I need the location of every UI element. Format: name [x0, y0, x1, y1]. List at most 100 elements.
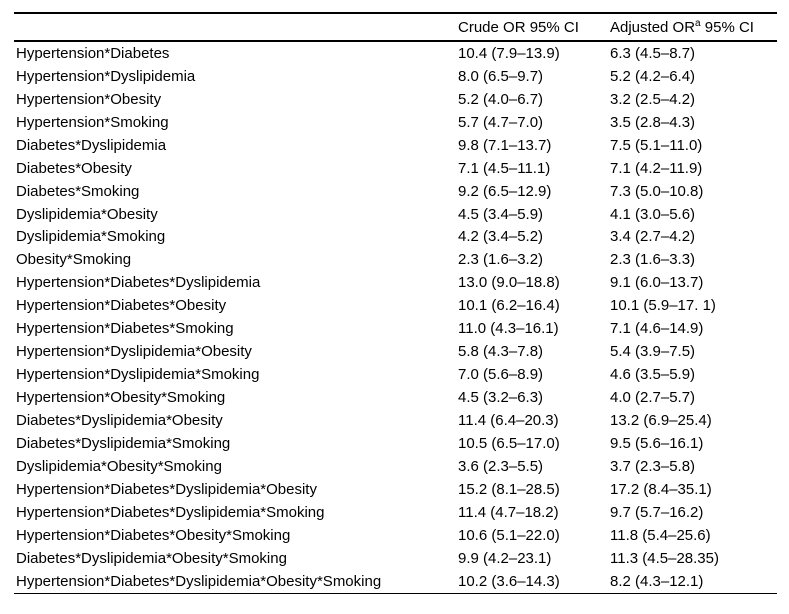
- crude-or-value: 15.2 (8.1–28.5): [458, 480, 560, 498]
- risk-factor-combination-label: Hypertension*Obesity: [16, 90, 162, 108]
- table-row: Hypertension*Diabetes*Obesity*Smoking 10.…: [14, 524, 777, 547]
- table-row: Diabetes*Dyslipidemia 9.8 (7.1–13.7) 7.5 (…: [14, 134, 777, 157]
- table-row: Diabetes*Dyslipidemia*Obesity 11.4 (6.4–2…: [14, 409, 777, 432]
- risk-factor-combination-label: Hypertension*Dyslipidemia*Obesity: [16, 343, 252, 361]
- table-row: Hypertension*Diabetes*Dyslipidemia 13.0 (…: [14, 271, 777, 294]
- crude-or-value: 10.2 (3.6–14.3): [458, 572, 560, 590]
- odds-ratio-table: Crude OR 95% CI Adjusted ORa 95% CI Hype…: [14, 12, 777, 594]
- table-row: Hypertension*Diabetes 10.4 (7.9–13.9) 6.3 …: [14, 41, 777, 65]
- table-row: Hypertension*Diabetes*Dyslipidemia*Obesi…: [14, 478, 777, 501]
- adjusted-or-value: 10.1 (5.9–17. 1): [610, 297, 716, 315]
- risk-factor-combination-label: Hypertension*Diabetes*Obesity*Smoking: [16, 526, 291, 544]
- table-row: Hypertension*Diabetes*Dyslipidemia*Smoki…: [14, 501, 777, 524]
- adjusted-or-value: 3.2 (2.5–4.2): [610, 90, 696, 108]
- crude-or-value: 9.9 (4.2–23.1): [458, 549, 552, 567]
- crude-or-value: 9.2 (6.5–12.9): [458, 182, 552, 200]
- risk-factor-combination-label: Dyslipidemia*Obesity*Smoking: [16, 457, 222, 475]
- adjusted-or-value: 8.2 (4.3–12.1): [610, 572, 704, 590]
- risk-factor-combination-label: Hypertension*Diabetes: [16, 44, 170, 62]
- risk-factor-combination-label: Hypertension*Diabetes*Dyslipidemia: [16, 274, 261, 292]
- adjusted-or-value: 5.4 (3.9–7.5): [610, 343, 696, 361]
- crude-or-value: 7.1 (4.5–11.1): [458, 159, 551, 177]
- table-row: Hypertension*Diabetes*Smoking 11.0 (4.3–1…: [14, 317, 777, 340]
- risk-factor-combination-label: Dyslipidemia*Obesity: [16, 205, 158, 223]
- table-row: Dyslipidemia*Smoking 4.2 (3.4–5.2) 3.4 (2.…: [14, 226, 777, 249]
- risk-factor-combination-label: Diabetes*Dyslipidemia*Smoking: [16, 434, 231, 452]
- table-row: Obesity*Smoking 2.3 (1.6–3.2) 2.3 (1.6–3.3…: [14, 248, 777, 271]
- adjusted-or-value: 9.7 (5.7–16.2): [610, 503, 704, 521]
- adjusted-or-value: 2.3 (1.6–3.3): [610, 251, 696, 269]
- risk-factor-combination-label: Diabetes*Dyslipidemia*Obesity*Smoking: [16, 549, 287, 567]
- table-row: Hypertension*Smoking 5.7 (4.7–7.0) 3.5 (2.…: [14, 111, 777, 134]
- risk-factor-combination-label: Hypertension*Diabetes*Dyslipidemia*Obesi…: [16, 572, 382, 590]
- risk-factor-combination-label: Hypertension*Diabetes*Obesity: [16, 297, 227, 315]
- risk-factor-combination-label: Diabetes*Dyslipidemia*Obesity: [16, 411, 223, 429]
- table-body: Hypertension*Diabetes 10.4 (7.9–13.9) 6.3 …: [14, 41, 777, 593]
- crude-or-value: 4.5 (3.2–6.3): [458, 389, 544, 407]
- crude-or-value: 8.0 (6.5–9.7): [458, 67, 544, 85]
- crude-or-column-header: Crude OR 95% CI: [458, 13, 610, 42]
- adjusted-or-value: 3.4 (2.7–4.2): [610, 228, 696, 246]
- crude-or-value: 4.5 (3.4–5.9): [458, 205, 544, 223]
- adjusted-or-value: 13.2 (6.9–25.4): [610, 411, 712, 429]
- crude-or-value: 4.2 (3.4–5.2): [458, 228, 544, 246]
- crude-or-value: 10.6 (5.1–22.0): [458, 526, 560, 544]
- crude-or-value: 10.1 (6.2–16.4): [458, 297, 560, 315]
- adjusted-or-value: 9.5 (5.6–16.1): [610, 434, 704, 452]
- risk-factor-combination-label: Hypertension*Dyslipidemia: [16, 67, 196, 85]
- crude-or-value: 10.4 (7.9–13.9): [458, 44, 560, 62]
- risk-factor-combination-label: Diabetes*Obesity: [16, 159, 132, 177]
- adjusted-or-value: 9.1 (6.0–13.7): [610, 274, 704, 292]
- crude-or-value: 3.6 (2.3–5.5): [458, 457, 544, 475]
- adjusted-or-value: 11.8 (5.4–25.6): [610, 526, 711, 544]
- risk-factor-combination-label: Diabetes*Smoking: [16, 182, 140, 200]
- table-row: Hypertension*Obesity 5.2 (4.0–6.7) 3.2 (2.…: [14, 88, 777, 111]
- risk-factor-combination-label: Hypertension*Diabetes*Dyslipidemia*Smoki…: [16, 503, 325, 521]
- risk-factor-combination-label: Hypertension*Dyslipidemia*Smoking: [16, 366, 260, 384]
- adjusted-or-value: 4.1 (3.0–5.6): [610, 205, 696, 223]
- table-row: Diabetes*Obesity 7.1 (4.5–11.1) 7.1 (4.2–1…: [14, 157, 777, 180]
- crude-or-value: 10.5 (6.5–17.0): [458, 434, 560, 452]
- table-row: Hypertension*Dyslipidemia*Smoking 7.0 (5.…: [14, 363, 777, 386]
- table-row: Hypertension*Diabetes*Obesity 10.1 (6.2–1…: [14, 294, 777, 317]
- crude-or-value: 5.7 (4.7–7.0): [458, 113, 544, 131]
- adjusted-or-value: 4.6 (3.5–5.9): [610, 366, 696, 384]
- adjusted-or-column-header: Adjusted ORa 95% CI: [610, 13, 777, 42]
- crude-or-value: 11.4 (6.4–20.3): [458, 411, 559, 429]
- crude-or-value: 9.8 (7.1–13.7): [458, 136, 552, 154]
- factor-column-header: [14, 13, 458, 42]
- table-row: Dyslipidemia*Obesity 4.5 (3.4–5.9) 4.1 (3.…: [14, 203, 777, 226]
- adjusted-or-value: 6.3 (4.5–8.7): [610, 44, 696, 62]
- footnote-marker-a: a: [695, 17, 701, 29]
- risk-factor-combination-label: Dyslipidemia*Smoking: [16, 228, 166, 246]
- adjusted-or-header-text: Adjusted OR: [610, 18, 696, 36]
- table-row: Hypertension*Diabetes*Dyslipidemia*Obesi…: [14, 570, 777, 593]
- adjusted-or-value: 3.5 (2.8–4.3): [610, 113, 696, 131]
- adjusted-or-value: 3.7 (2.3–5.8): [610, 457, 696, 475]
- risk-factor-combination-label: Hypertension*Diabetes*Smoking: [16, 320, 234, 338]
- adjusted-or-header-suffix: 95% CI: [700, 18, 754, 36]
- adjusted-or-value: 4.0 (2.7–5.7): [610, 389, 696, 407]
- table-row: Dyslipidemia*Obesity*Smoking 3.6 (2.3–5.5…: [14, 455, 777, 478]
- crude-or-value: 2.3 (1.6–3.2): [458, 251, 544, 269]
- risk-factor-combination-label: Hypertension*Smoking: [16, 113, 169, 131]
- table-row: Diabetes*Dyslipidemia*Smoking 10.5 (6.5–1…: [14, 432, 777, 455]
- adjusted-or-value: 7.1 (4.6–14.9): [610, 320, 704, 338]
- crude-or-value: 5.2 (4.0–6.7): [458, 90, 544, 108]
- crude-or-value: 11.0 (4.3–16.1): [458, 320, 559, 338]
- adjusted-or-value: 7.3 (5.0–10.8): [610, 182, 704, 200]
- table-row: Diabetes*Dyslipidemia*Obesity*Smoking 9.9…: [14, 547, 777, 570]
- table-row: Hypertension*Obesity*Smoking 4.5 (3.2–6.3…: [14, 386, 777, 409]
- table-row: Hypertension*Dyslipidemia*Obesity 5.8 (4.…: [14, 340, 777, 363]
- risk-factor-combination-label: Hypertension*Obesity*Smoking: [16, 389, 226, 407]
- header-row: Crude OR 95% CI Adjusted ORa 95% CI: [14, 13, 777, 42]
- crude-or-value: 11.4 (4.7–18.2): [458, 503, 559, 521]
- risk-factor-combination-label: Diabetes*Dyslipidemia: [16, 136, 167, 154]
- adjusted-or-value: 7.5 (5.1–11.0): [610, 136, 703, 154]
- adjusted-or-value: 5.2 (4.2–6.4): [610, 67, 696, 85]
- table-row: Diabetes*Smoking 9.2 (6.5–12.9) 7.3 (5.0–1…: [14, 180, 777, 203]
- adjusted-or-value: 17.2 (8.4–35.1): [610, 480, 712, 498]
- risk-factor-combination-label: Obesity*Smoking: [16, 251, 132, 269]
- crude-or-value: 7.0 (5.6–8.9): [458, 366, 544, 384]
- crude-or-value: 13.0 (9.0–18.8): [458, 274, 560, 292]
